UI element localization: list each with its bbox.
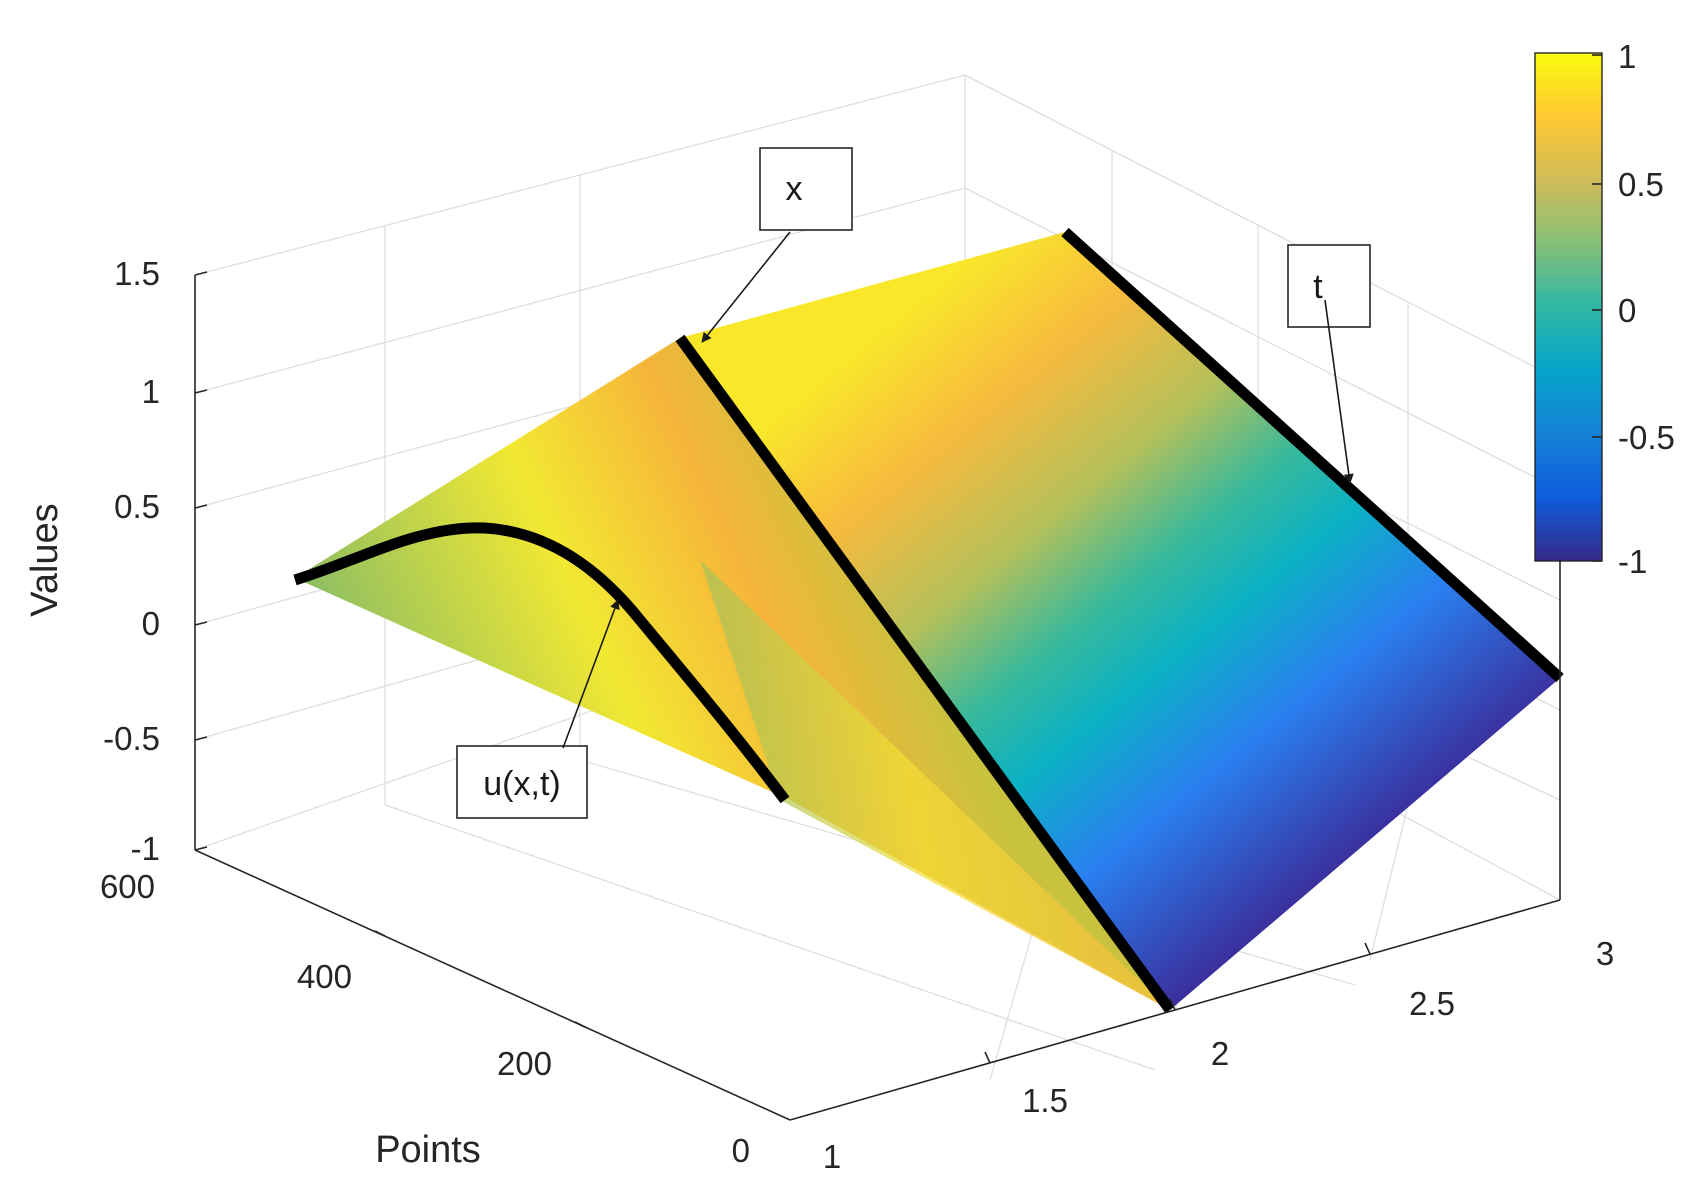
- colorbar-tick-label: 0.5: [1618, 166, 1664, 203]
- t-edge-line: [1061, 227, 1564, 683]
- x-tick-label: 2.5: [1409, 985, 1455, 1022]
- x-tick-label: 2: [1211, 1035, 1229, 1072]
- colorbar-tick-label: 1: [1618, 38, 1636, 75]
- z-axis-ticks: 1.5 1 0.5 0 -0.5 -1: [103, 255, 208, 867]
- y-axis-label: Points: [375, 1129, 481, 1171]
- y-axis-ticks: 600 400 200 0: [100, 868, 750, 1169]
- z-tick-label: 1.5: [114, 255, 160, 292]
- annotation-x-box: [759, 147, 853, 231]
- annotation-x-arrow: [701, 231, 791, 343]
- surface-left-front-face: [700, 560, 1170, 1010]
- z-tick-label: 0.5: [114, 488, 160, 525]
- annotation-t-label: t: [1313, 268, 1323, 306]
- annotation-x: x: [701, 147, 853, 343]
- annotation-t: t: [1287, 244, 1371, 484]
- annotation-u-label: u(x,t): [483, 765, 560, 803]
- annotation-t-arrow: [1324, 299, 1354, 484]
- x-tick-label: 1.5: [1022, 1082, 1068, 1119]
- z-tick-label: -0.5: [103, 720, 160, 757]
- u-edge-line: [293, 522, 790, 804]
- annotation-t-box: [1287, 244, 1371, 328]
- annotation-u-box: [456, 745, 588, 819]
- colorbar-tick-label: -1: [1618, 543, 1647, 580]
- surface: [293, 227, 1564, 1014]
- annotation-x-label: x: [786, 170, 803, 208]
- x-edge-line: [675, 334, 1175, 1014]
- grid-x-2.5-floor: [1369, 804, 1409, 961]
- annotation-u-arrow: [562, 599, 620, 749]
- colorbar: 1 0.5 0 -0.5 -1: [1534, 38, 1675, 580]
- y-tick-label: 600: [100, 868, 155, 905]
- y-axis-line: [194, 849, 791, 1121]
- y-tick-label: 0: [732, 1132, 750, 1169]
- grid-z-1.5-right: [964, 74, 1561, 381]
- z-axis-label: Values: [24, 503, 66, 616]
- z-tick-label: -1: [131, 830, 160, 867]
- x-tick-label: 1: [823, 1138, 841, 1175]
- x-tick-label: 3: [1596, 935, 1614, 972]
- z-tick-label: 1: [142, 373, 160, 410]
- y-tick-label: 400: [297, 958, 352, 995]
- grid-y-200-floor: [384, 804, 1156, 1071]
- colorbar-tick-label: -0.5: [1618, 419, 1675, 456]
- surface-right-face: [680, 232, 1560, 1010]
- z-tick-label: 0: [142, 605, 160, 642]
- annotation-u: u(x,t): [456, 599, 620, 819]
- y-tick-label: 200: [497, 1045, 552, 1082]
- colorbar-tick-label: 0: [1618, 292, 1636, 329]
- colorbar-gradient: [1534, 52, 1603, 562]
- x-axis-ticks: 1 1.5 2 2.5 3: [823, 935, 1614, 1175]
